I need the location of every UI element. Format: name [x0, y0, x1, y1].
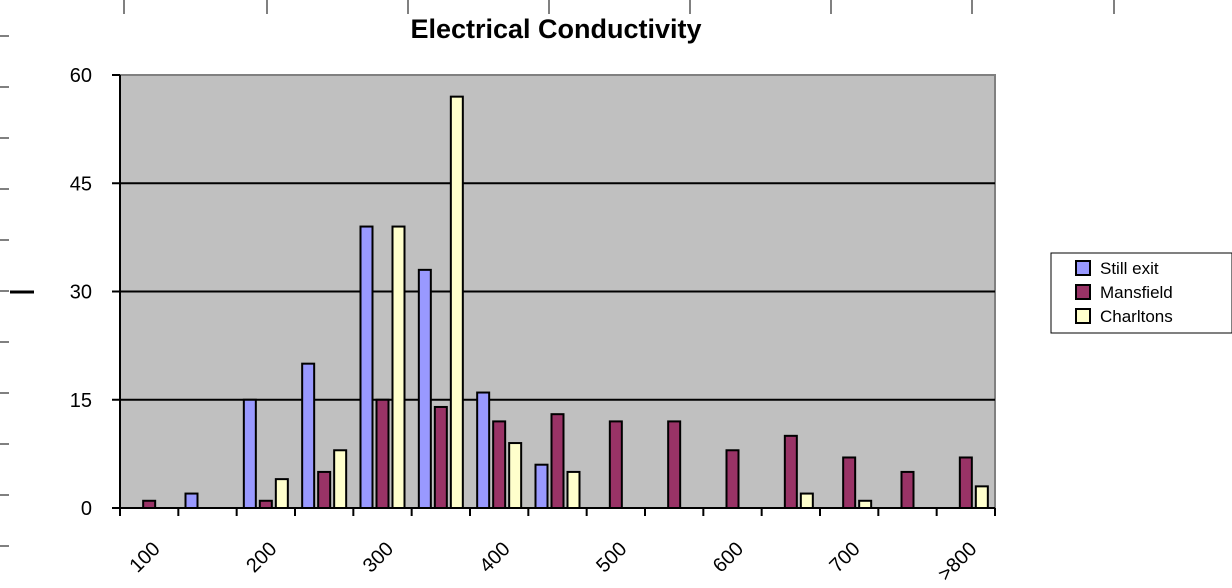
bar-charltons [799, 492, 814, 510]
x-tick-label: 500 [592, 538, 631, 577]
x-tick-labels: 100 200 300 400 500 600 700 >800 [126, 538, 982, 585]
bar-mansfield [492, 420, 507, 509]
bar-mansfield [258, 499, 273, 509]
legend-swatch [1075, 284, 1091, 300]
bar-mansfield [317, 470, 332, 509]
axes [112, 74, 996, 516]
bar-still-exit [359, 225, 374, 510]
bar-still-exit [301, 362, 316, 509]
bar-still-exit [534, 463, 549, 510]
bar-mansfield [433, 405, 448, 510]
legend-label: Charltons [1100, 307, 1173, 326]
bar-charltons [391, 225, 406, 510]
bar-still-exit [242, 398, 257, 509]
legend-swatch [1075, 260, 1091, 276]
legend-label: Mansfield [1100, 283, 1173, 302]
legend-label: Still exit [1100, 259, 1159, 278]
bar-charltons [508, 442, 523, 509]
bar-still-exit [184, 492, 199, 510]
x-tick-label: >800 [934, 538, 981, 583]
y-tick-label: 15 [70, 390, 92, 412]
bar-mansfield [842, 456, 857, 510]
legend: Still exit Mansfield Charltons [1050, 252, 1232, 334]
bar-mansfield [667, 420, 682, 509]
y-tick-labels: 0 15 30 45 60 [70, 65, 92, 520]
x-tick-label: 100 [126, 538, 165, 577]
background-sheet-lines [0, 0, 1115, 547]
bar-still-exit [476, 391, 491, 509]
y-tick-label: 60 [70, 65, 92, 87]
bar-mansfield [783, 434, 798, 510]
bar-mansfield [900, 470, 915, 509]
bar-mansfield [375, 398, 390, 509]
bars [142, 95, 989, 510]
bar-mansfield [142, 499, 157, 509]
y-tick-label: 30 [70, 282, 92, 304]
x-tick-label: 200 [242, 538, 281, 577]
x-tick-label: 300 [359, 538, 398, 577]
bar-mansfield [725, 449, 740, 509]
gridlines [120, 182, 995, 401]
x-tick-label: 600 [709, 538, 748, 577]
y-tick-label: 45 [70, 173, 92, 195]
bar-charltons [858, 499, 873, 509]
bar-still-exit [417, 268, 432, 509]
bar-charltons [333, 449, 348, 509]
bar-mansfield [550, 413, 565, 509]
chart-title: Electrical Conductivity [410, 14, 701, 44]
y-tick-label: 0 [81, 498, 92, 520]
bar-charltons [274, 478, 289, 509]
bar-charltons [449, 95, 464, 510]
bar-mansfield [608, 420, 623, 509]
bar-charltons [566, 470, 581, 509]
bar-mansfield [958, 456, 973, 510]
legend-swatch [1075, 308, 1091, 324]
x-tick-label: 400 [476, 538, 515, 577]
bar-charltons [974, 485, 989, 510]
x-tick-label: 700 [826, 538, 865, 577]
